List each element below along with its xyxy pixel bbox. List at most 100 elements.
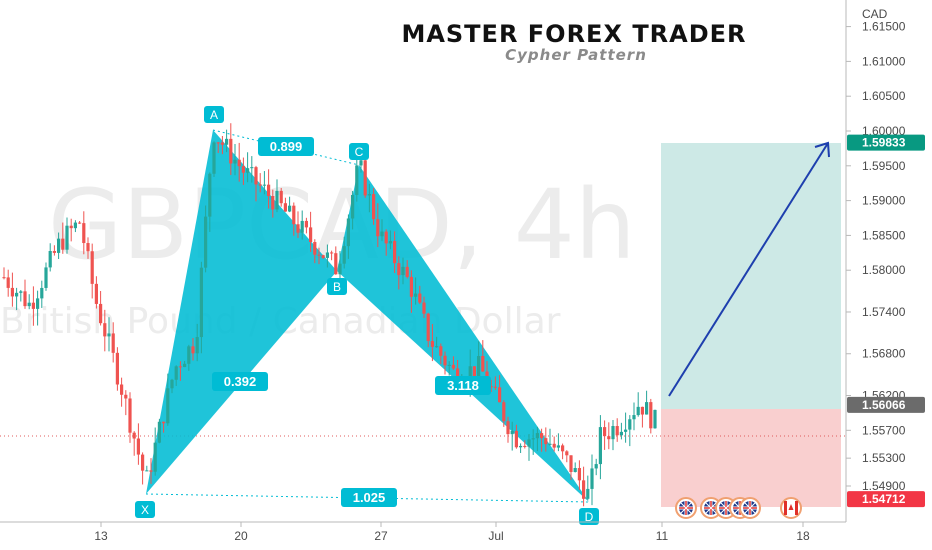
candle	[489, 379, 493, 392]
candle	[628, 415, 632, 447]
price-tick-label: 1.60000	[862, 124, 906, 138]
price-tick-label: 1.60500	[862, 89, 906, 103]
candle	[443, 351, 447, 375]
candle	[636, 392, 640, 417]
time-tick-label: 13	[94, 529, 108, 543]
loss-zone[interactable]	[661, 409, 841, 507]
svg-text:1.56066: 1.56066	[862, 398, 906, 412]
candle	[233, 143, 237, 176]
gb-flag-icon[interactable]	[739, 497, 761, 519]
candle	[535, 426, 539, 452]
price-axis-bg[interactable]	[846, 0, 932, 550]
point-d[interactable]: D	[579, 508, 599, 525]
candle	[52, 245, 56, 256]
candle	[212, 141, 216, 177]
time-tick-label: 27	[374, 529, 388, 543]
gb-flag-icon[interactable]	[715, 497, 737, 519]
price-tick-label: 1.59500	[862, 159, 906, 173]
candle	[208, 172, 212, 232]
candle	[246, 152, 250, 183]
ratio-ac[interactable]: 0.899	[258, 137, 314, 156]
point-a[interactable]: A	[204, 106, 224, 123]
candlestick-series	[2, 123, 657, 507]
page-subtitle: Cypher Pattern	[505, 46, 647, 64]
time-axis-ticks: 13 20 27 Jul 11 18	[94, 522, 810, 543]
candle	[262, 171, 266, 195]
ca-flag-icon[interactable]	[780, 497, 802, 519]
candle	[422, 296, 426, 318]
candle	[586, 475, 590, 501]
economic-events[interactable]	[675, 497, 802, 519]
point-x[interactable]: X	[135, 501, 155, 518]
candle	[69, 218, 73, 242]
candle	[649, 398, 653, 434]
candle	[195, 323, 199, 362]
candle	[498, 375, 502, 403]
candle	[178, 361, 182, 381]
candle	[170, 378, 174, 394]
candle	[451, 356, 455, 371]
candle	[258, 173, 262, 193]
candle	[279, 187, 283, 207]
point-b[interactable]: B	[327, 278, 347, 295]
candle	[573, 462, 577, 473]
price-tick-label: 1.58000	[862, 263, 906, 277]
candle	[313, 239, 317, 264]
gb-flag-icon[interactable]	[675, 497, 697, 519]
candle	[548, 428, 552, 446]
candle	[187, 344, 191, 371]
candle	[317, 247, 321, 265]
candle	[292, 202, 296, 236]
candle	[157, 418, 161, 444]
candle	[342, 236, 346, 269]
point-c[interactable]: C	[349, 143, 369, 160]
candle	[598, 415, 602, 480]
profit-zone[interactable]	[661, 143, 841, 409]
candle	[481, 340, 485, 372]
page-title: MASTER FOREX TRADER	[401, 20, 746, 48]
candle	[111, 322, 115, 363]
candle	[418, 285, 422, 305]
candle	[540, 428, 544, 452]
candle	[304, 217, 308, 234]
candle	[107, 317, 111, 352]
price-tick-label: 1.61000	[862, 54, 906, 68]
ratio-ac-label: 0.899	[270, 139, 303, 154]
target-arrow[interactable]	[668, 141, 830, 397]
time-tick-label: 11	[656, 529, 669, 543]
candle	[527, 433, 531, 461]
gb-flag-icon[interactable]	[700, 497, 722, 519]
candle	[645, 390, 649, 415]
candle	[577, 460, 581, 490]
price-tick-label: 1.58500	[862, 228, 906, 242]
candle	[6, 269, 10, 297]
candle	[132, 431, 136, 456]
candle	[426, 312, 430, 348]
candle	[199, 261, 203, 354]
time-tick-label: 18	[796, 529, 810, 543]
point-x-label: X	[141, 503, 149, 517]
candle	[174, 365, 178, 386]
candle	[10, 272, 14, 307]
candle	[296, 211, 300, 239]
candle	[99, 291, 103, 326]
candle	[346, 214, 350, 259]
candle	[61, 222, 65, 254]
svg-text:1.59833: 1.59833	[862, 136, 906, 150]
pattern-triangle-xab[interactable]	[146, 130, 337, 494]
point-c-label: C	[355, 145, 364, 159]
pattern-triangle-bcd[interactable]	[337, 165, 589, 502]
candle	[401, 257, 405, 285]
candle	[149, 458, 153, 484]
candle	[594, 458, 598, 476]
candle	[334, 246, 338, 275]
candle	[162, 421, 166, 433]
ratio-xd[interactable]: 1.025	[341, 488, 397, 507]
candle	[514, 424, 518, 449]
price-tag-current: 1.56066	[847, 396, 925, 413]
ratio-bcd[interactable]: 3.118	[435, 376, 491, 395]
candle	[250, 156, 254, 183]
ratio-xab[interactable]: 0.392	[212, 372, 268, 391]
ratio-xd-label: 1.025	[353, 490, 386, 505]
